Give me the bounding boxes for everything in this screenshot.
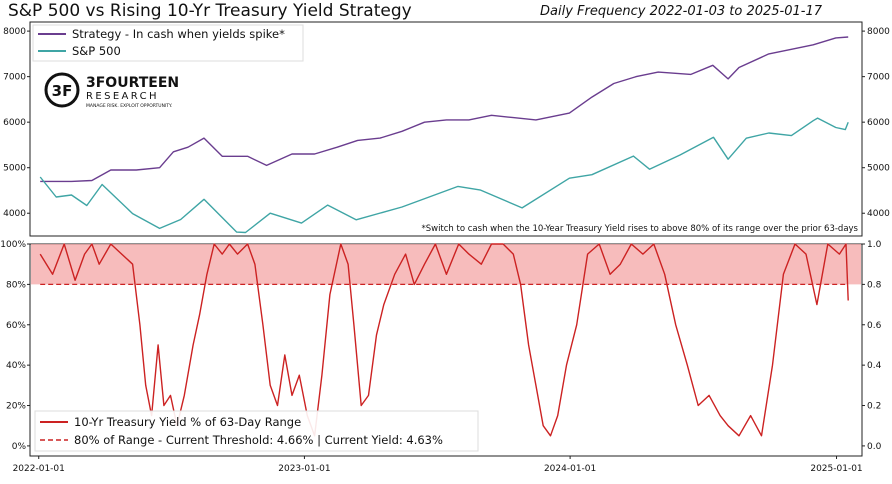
bottom-ytick-label-left: 40%	[6, 361, 26, 371]
bottom-ytick-label-left: 100%	[0, 240, 26, 250]
chart-title: S&P 500 vs Rising 10-Yr Treasury Yield S…	[8, 1, 412, 21]
yield-range-line	[39, 243, 849, 437]
logo-circle-icon	[44, 72, 80, 108]
xtick-label: 2022-01-01	[13, 464, 65, 474]
bottom-ytick-label-right: 0.2	[867, 402, 881, 412]
top-ytick-label-right: 6000	[867, 118, 890, 128]
bottom-ytick-label-right: 1.0	[867, 240, 882, 250]
threshold-band	[31, 244, 861, 285]
top-panel-frame	[29, 21, 863, 237]
top-ytick-label-right: 4000	[867, 209, 890, 219]
xtick-label: 2025-01-01	[810, 464, 862, 474]
top-ytick-label-left: 6000	[3, 118, 26, 128]
top-legend: Strategy - In cash when yields spike* S&…	[32, 24, 304, 62]
top-ytick-label-left: 5000	[3, 164, 26, 174]
sp500-line	[39, 117, 849, 234]
top-legend-box	[32, 24, 304, 62]
legend-label-sp500: S&P 500	[72, 44, 121, 58]
bottom-legend: 10-Yr Treasury Yield % of 63-Day Range 8…	[34, 410, 479, 452]
legend-label-strategy: Strategy - In cash when yields spike*	[72, 27, 285, 41]
bottom-ytick-label-left: 60%	[6, 321, 26, 331]
bottom-ytick-label-left: 80%	[6, 280, 26, 290]
logo-mark: 3F	[52, 82, 73, 100]
top-ytick-label-right: 8000	[867, 27, 890, 37]
top-ytick-label-left: 7000	[3, 73, 26, 83]
top-ytick-label-left: 8000	[3, 27, 26, 37]
top-ytick-label-right: 7000	[867, 73, 890, 83]
bottom-ytick-label-right: 0.4	[867, 361, 882, 371]
logo-brand-top: 3FOURTEEN	[86, 75, 179, 91]
bottom-ytick-label-right: 0.8	[867, 280, 882, 290]
legend-label-threshold: 80% of Range - Current Threshold: 4.66% …	[74, 433, 443, 447]
top-ytick-label-left: 4000	[3, 209, 26, 219]
logo-brand-bottom: RESEARCH	[86, 91, 159, 102]
logo: 3F 3FOURTEEN RESEARCH MANAGE RISK. EXPLO…	[44, 72, 179, 109]
top-ytick-label-right: 5000	[867, 164, 890, 174]
logo-tagline: MANAGE RISK. EXPLOIT OPPORTUNITY.	[86, 103, 172, 109]
bottom-legend-box	[34, 410, 479, 452]
bottom-ytick-label-left: 0%	[12, 442, 27, 452]
bottom-ytick-label-left: 20%	[6, 402, 26, 412]
strategy-line	[40, 36, 849, 183]
xtick-label: 2023-01-01	[278, 464, 330, 474]
chart-subtitle: Daily Frequency 2022-01-03 to 2025-01-17	[540, 4, 822, 19]
bottom-ytick-label-right: 0.0	[867, 442, 882, 452]
strategy-footnote: *Switch to cash when the 10-Year Treasur…	[421, 224, 858, 234]
legend-label-yield: 10-Yr Treasury Yield % of 63-Day Range	[74, 415, 301, 429]
xtick-label: 2024-01-01	[544, 464, 596, 474]
bottom-ytick-label-right: 0.6	[867, 321, 882, 331]
